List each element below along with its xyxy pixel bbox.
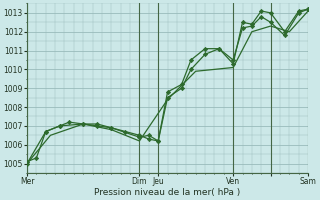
- X-axis label: Pression niveau de la mer( hPa ): Pression niveau de la mer( hPa ): [94, 188, 241, 197]
